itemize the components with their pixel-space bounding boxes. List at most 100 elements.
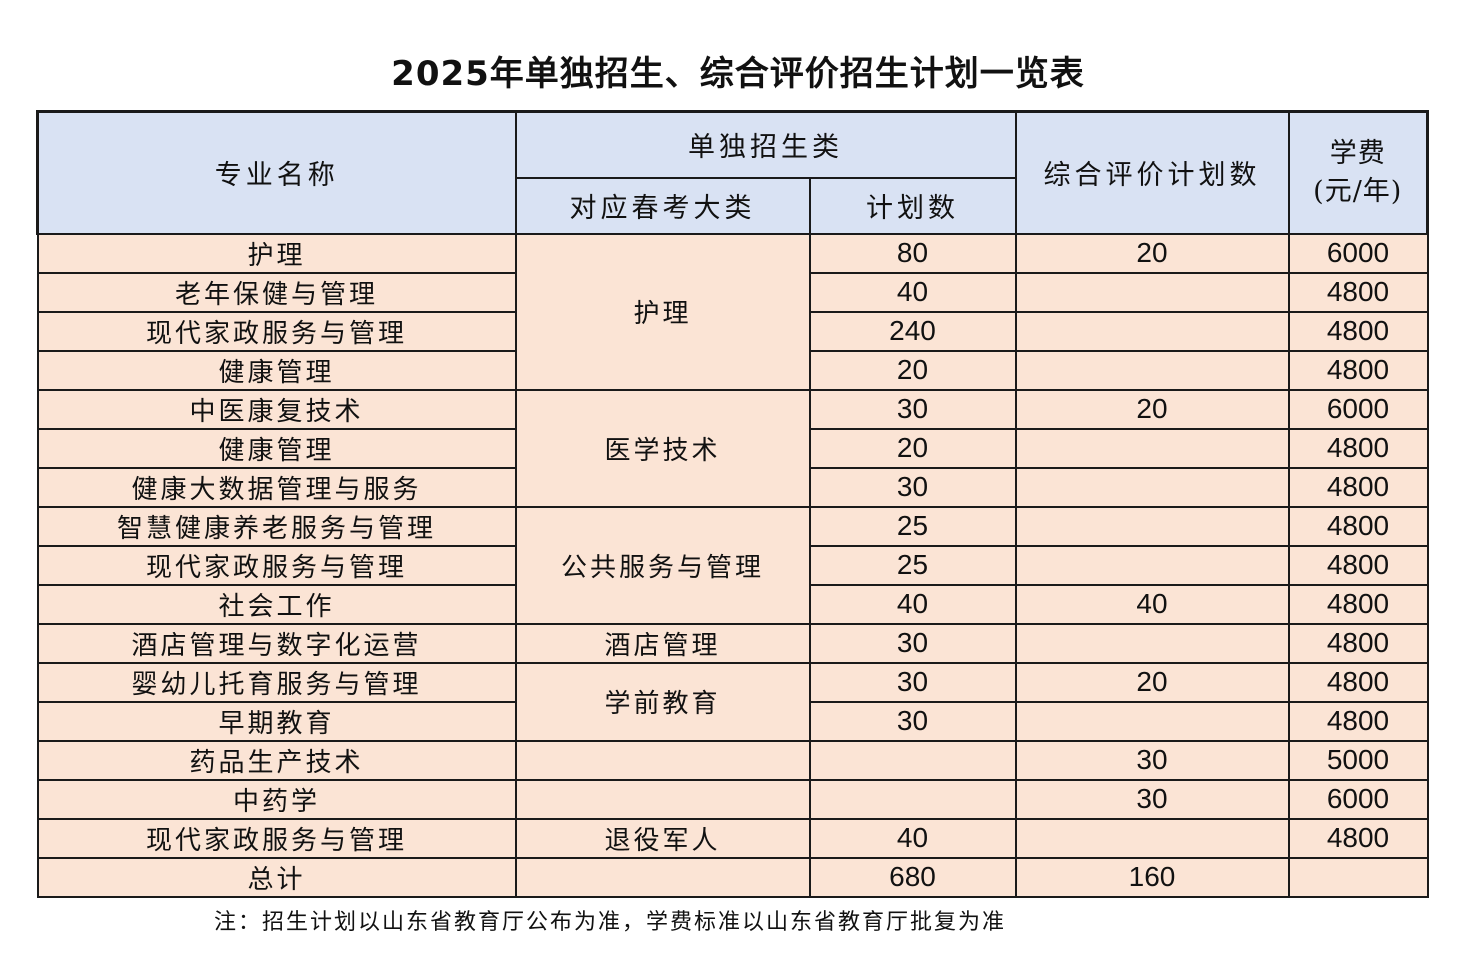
tuition-cell: 4800	[1287, 466, 1429, 508]
major-cell: 护理	[36, 232, 517, 274]
major-cell: 智慧健康养老服务与管理	[36, 505, 517, 547]
comprehensive-cell	[1014, 271, 1290, 313]
comprehensive-cell	[1014, 349, 1290, 391]
major-cell: 酒店管理与数字化运营	[36, 622, 517, 664]
comprehensive-cell: 20	[1014, 661, 1290, 703]
enrollment-plan-table: 专业名称 单独招生类 综合评价计划数 学费 (元/年) 对应春考大类 计划数 护…	[36, 110, 1429, 898]
category-cell	[514, 739, 811, 781]
tuition-cell: 4800	[1287, 271, 1429, 313]
total-label: 总计	[36, 856, 517, 898]
comprehensive-cell	[1014, 505, 1290, 547]
header-tuition-label: 学费	[1329, 137, 1386, 169]
major-cell: 中药学	[36, 778, 517, 820]
plan-cell: 40	[808, 583, 1017, 625]
tuition-cell: 6000	[1287, 232, 1429, 274]
table-row: 智慧健康养老服务与管理 公共服务与管理 25 4800	[36, 505, 1429, 625]
major-cell: 现代家政服务与管理	[36, 310, 517, 352]
comprehensive-cell	[1014, 466, 1290, 508]
table-row: 中药学 30 6000	[36, 778, 1429, 820]
comprehensive-cell	[1014, 622, 1290, 664]
category-cell: 学前教育	[514, 661, 811, 742]
major-cell: 中医康复技术	[36, 388, 517, 430]
header-spring-exam-category: 对应春考大类	[514, 176, 811, 235]
tuition-cell: 6000	[1287, 778, 1429, 820]
comprehensive-cell: 20	[1014, 232, 1290, 274]
plan-cell: 30	[808, 700, 1017, 742]
plan-cell: 40	[808, 271, 1017, 313]
tuition-cell: 4800	[1287, 817, 1429, 859]
table-row: 现代家政服务与管理 退役军人 40 4800	[36, 817, 1429, 859]
plan-cell: 20	[808, 349, 1017, 391]
category-cell: 医学技术	[514, 388, 811, 508]
table-row: 健康管理 20 4800	[36, 349, 1429, 391]
header-major: 专业名称	[36, 110, 517, 235]
header-tuition-unit: (元/年)	[1313, 175, 1403, 207]
table-row: 药品生产技术 30 5000	[36, 739, 1429, 781]
plan-cell: 20	[808, 427, 1017, 469]
table-row: 婴幼儿托育服务与管理 学前教育 30 20 4800	[36, 661, 1429, 742]
category-cell: 护理	[514, 232, 811, 391]
category-cell: 酒店管理	[514, 622, 811, 664]
comprehensive-cell	[1014, 427, 1290, 469]
page-title: 2025年单独招生、综合评价招生计划一览表	[391, 54, 1085, 94]
tuition-cell: 4800	[1287, 349, 1429, 391]
major-cell: 健康管理	[36, 349, 517, 391]
header-comprehensive-plan: 综合评价计划数	[1014, 110, 1290, 235]
plan-cell	[808, 778, 1017, 820]
plan-cell: 30	[808, 661, 1017, 703]
comprehensive-cell	[1014, 310, 1290, 352]
comprehensive-cell: 30	[1014, 778, 1290, 820]
total-category-cell	[514, 856, 811, 898]
header-plan-count: 计划数	[808, 176, 1017, 235]
tuition-cell: 4800	[1287, 310, 1429, 352]
table-row: 护理 护理 80 20 6000	[36, 232, 1429, 391]
table-row: 酒店管理与数字化运营 酒店管理 30 4800	[36, 622, 1429, 664]
total-comprehensive-cell: 160	[1014, 856, 1290, 898]
category-cell	[514, 778, 811, 820]
comprehensive-cell: 40	[1014, 583, 1290, 625]
plan-cell: 80	[808, 232, 1017, 274]
tuition-cell: 6000	[1287, 388, 1429, 430]
tuition-cell: 4800	[1287, 583, 1429, 625]
comprehensive-cell	[1014, 817, 1290, 859]
comprehensive-cell	[1014, 700, 1290, 742]
plan-cell: 30	[808, 388, 1017, 430]
table-row: 健康管理 20 4800	[36, 427, 1429, 469]
major-cell: 婴幼儿托育服务与管理	[36, 661, 517, 703]
table-row: 现代家政服务与管理 25 4800	[36, 544, 1429, 586]
total-plan-cell: 680	[808, 856, 1017, 898]
category-cell: 公共服务与管理	[514, 505, 811, 625]
plan-cell: 25	[808, 544, 1017, 586]
total-tuition-cell	[1287, 856, 1429, 898]
plan-cell: 30	[808, 622, 1017, 664]
tuition-cell: 4800	[1287, 544, 1429, 586]
plan-cell: 240	[808, 310, 1017, 352]
table-row: 中医康复技术 医学技术 30 20 6000	[36, 388, 1429, 508]
plan-cell: 25	[808, 505, 1017, 547]
tuition-cell: 4800	[1287, 661, 1429, 703]
table-header: 专业名称 单独招生类 综合评价计划数 学费 (元/年) 对应春考大类 计划数	[36, 110, 1429, 235]
table-body: 护理 护理 80 20 6000 老年保健与管理 40 4800 现代家政服务与…	[36, 232, 1429, 898]
tuition-cell: 4800	[1287, 700, 1429, 742]
major-cell: 现代家政服务与管理	[36, 817, 517, 859]
header-single-enrollment-group: 单独招生类	[514, 110, 1017, 179]
table-row: 老年保健与管理 40 4800	[36, 271, 1429, 313]
plan-cell: 40	[808, 817, 1017, 859]
tuition-cell: 4800	[1287, 505, 1429, 547]
tuition-cell: 4800	[1287, 622, 1429, 664]
header-tuition: 学费 (元/年)	[1287, 110, 1429, 235]
table-row: 社会工作 40 40 4800	[36, 583, 1429, 625]
category-cell: 退役军人	[514, 817, 811, 859]
comprehensive-cell: 30	[1014, 739, 1290, 781]
comprehensive-cell: 20	[1014, 388, 1290, 430]
comprehensive-cell	[1014, 544, 1290, 586]
table-row: 健康大数据管理与服务 30 4800	[36, 466, 1429, 508]
tuition-cell: 5000	[1287, 739, 1429, 781]
major-cell: 健康大数据管理与服务	[36, 466, 517, 508]
major-cell: 药品生产技术	[36, 739, 517, 781]
major-cell: 老年保健与管理	[36, 271, 517, 313]
major-cell: 社会工作	[36, 583, 517, 625]
tuition-cell: 4800	[1287, 427, 1429, 469]
major-cell: 现代家政服务与管理	[36, 544, 517, 586]
table-row: 早期教育 30 4800	[36, 700, 1429, 742]
